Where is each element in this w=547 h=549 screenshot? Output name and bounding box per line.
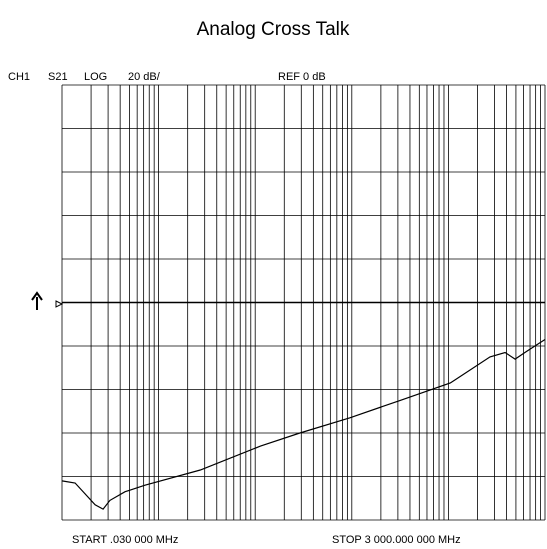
channel: CH1 [8, 71, 30, 83]
chart-title: Analog Cross Talk [197, 19, 350, 40]
trace [61, 338, 546, 510]
start-frequency: START .030 000 MHz [72, 534, 178, 546]
stop-frequency: STOP 3 000.000 000 MHz [332, 534, 461, 546]
reference-level: REF 0 dB [278, 71, 326, 83]
format: LOG [84, 71, 107, 83]
scale: 20 dB/ [128, 71, 161, 83]
reference-arrow [31, 291, 64, 310]
parameter: S21 [48, 71, 68, 83]
